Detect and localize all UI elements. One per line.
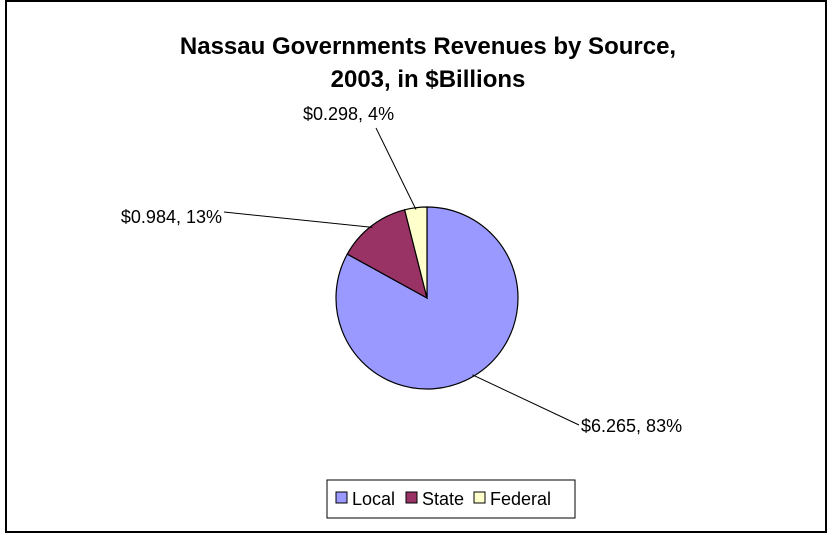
legend-swatch-state	[405, 491, 418, 504]
leader-line-state	[223, 211, 373, 228]
data-label-local: $6.265, 83%	[581, 416, 682, 436]
pie-slice-federal	[403, 206, 428, 299]
legend: Local State Federal	[326, 479, 576, 519]
legend-box	[326, 479, 576, 519]
legend-label-federal: Federal	[490, 489, 551, 509]
data-label-federal: $0.298, 4%	[303, 104, 394, 124]
leader-line-local	[472, 374, 580, 426]
chart-title-line-2: 2003, in $Billions	[331, 66, 526, 93]
legend-label-local: Local	[352, 489, 395, 509]
legend-swatch-federal	[473, 491, 486, 504]
data-label-state: $0.984, 13%	[121, 207, 222, 227]
pie-slice-state	[346, 209, 428, 300]
legend-swatch-local	[335, 491, 348, 504]
legend-label-state: State	[422, 489, 464, 509]
leader-line-federal	[375, 127, 417, 210]
leader-lines	[223, 127, 580, 426]
chart-title-line-1: Nassau Governments Revenues by Source,	[180, 33, 676, 60]
pie-slices	[335, 206, 519, 390]
